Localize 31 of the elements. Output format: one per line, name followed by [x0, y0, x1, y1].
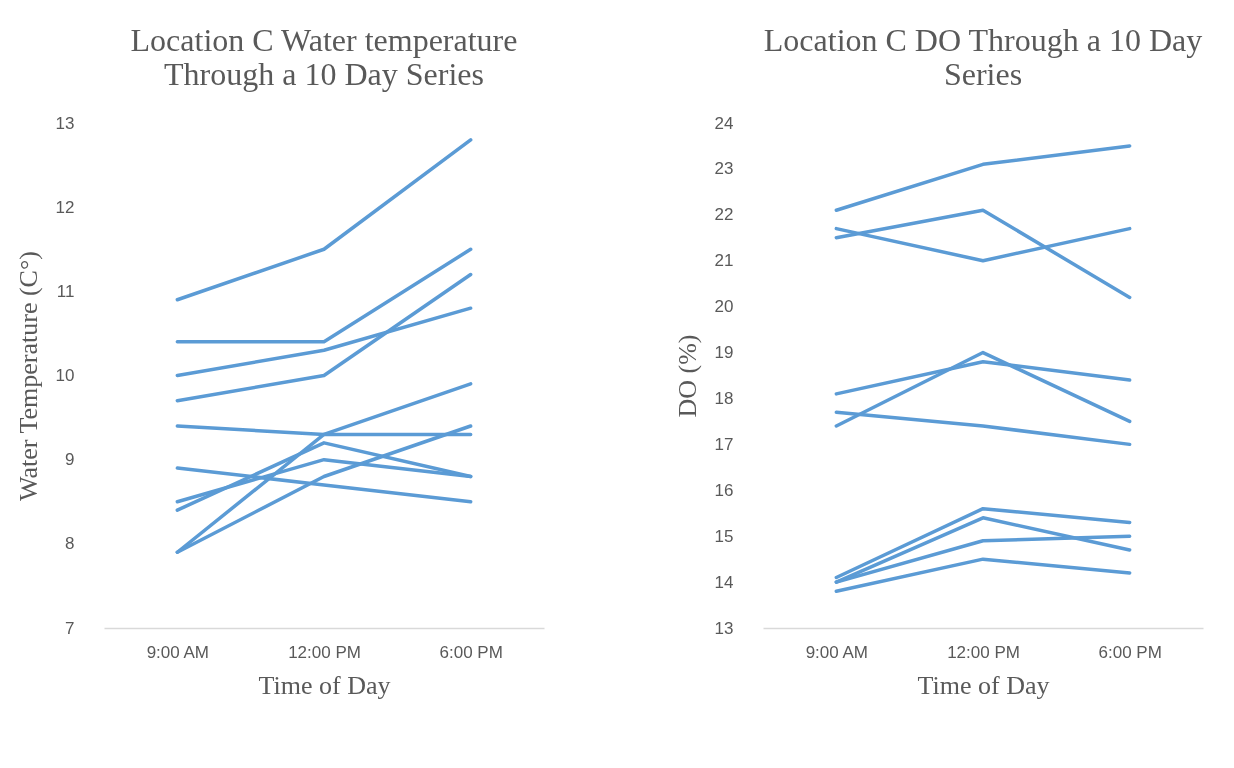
y-tick-label: 21	[714, 251, 734, 271]
y-tick-label: 7	[65, 618, 75, 638]
y-tick-label: 8	[65, 534, 75, 554]
y-tick-label: 17	[714, 434, 734, 454]
y-axis-title: Water Temperature (C°)	[13, 251, 43, 501]
y-tick-label: 15	[714, 526, 734, 546]
y-tick-label: 12	[55, 197, 75, 217]
y-tick-label: 23	[714, 159, 734, 179]
y-tick-label: 20	[714, 297, 734, 317]
chart-title: Location C DO Through a 10 Day Series	[763, 22, 1203, 92]
y-tick-label: 9	[65, 450, 75, 470]
y-tick-label: 13	[55, 113, 75, 133]
x-tick-label: 9:00 AM	[146, 642, 210, 662]
y-tick-label: 24	[714, 113, 734, 133]
y-axis-title: DO (%)	[672, 334, 702, 418]
x-tick-label: 12:00 PM	[947, 642, 1020, 662]
x-tick-label: 6:00 PM	[1098, 642, 1162, 662]
y-tick-label: 16	[714, 480, 734, 500]
y-tick-label: 10	[55, 366, 75, 385]
x-axis-title: Time of Day	[917, 670, 1050, 700]
y-tick-label: 14	[714, 572, 734, 592]
x-tick-label: 12:00 PM	[288, 642, 361, 662]
chart-title: Location C Water temperature Through a 10 Day Series	[130, 22, 518, 92]
y-tick-label: 18	[714, 388, 734, 408]
y-tick-label: 22	[714, 205, 734, 225]
y-tick-label: 19	[714, 343, 734, 363]
x-tick-label: 6:00 PM	[439, 642, 503, 662]
y-tick-label: 11	[56, 281, 75, 301]
x-tick-label: 9:00 AM	[805, 642, 869, 662]
x-axis-title: Time of Day	[258, 670, 391, 700]
y-tick-label: 13	[714, 618, 734, 638]
